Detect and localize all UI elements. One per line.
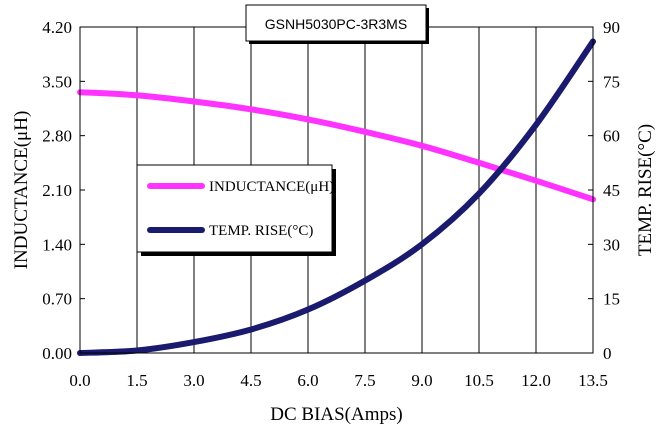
title-box-frame (245, 4, 427, 42)
x-tick-label: 7.5 (354, 371, 375, 390)
chart-title-box: GSNH5030PC-3R3MS (245, 4, 429, 44)
legend-frame (136, 164, 333, 253)
y2-tick-label: 90 (603, 18, 620, 37)
y2-tick-label: 30 (603, 235, 620, 254)
x-tick-label: 9.0 (411, 371, 432, 390)
y2-axis-title: TEMP. RISE(°C) (635, 124, 656, 256)
series-line-temp-rise (77, 38, 596, 356)
y2-tick-label: 45 (603, 181, 620, 200)
x-tick-label: 0.0 (69, 371, 90, 390)
y-tick-label: 2.10 (42, 181, 72, 200)
y-tick-label: 0.00 (42, 344, 72, 363)
legend: INDUCTANCE(μH) TEMP. RISE(°C) (136, 164, 336, 256)
x-tick-label: 12.0 (521, 371, 551, 390)
x-tick-label: 13.5 (578, 371, 608, 390)
x-tick-label: 6.0 (297, 371, 318, 390)
y2-tick-label: 75 (603, 72, 620, 91)
y-tick-label: 2.80 (42, 127, 72, 146)
legend-label-inductance: INDUCTANCE(μH) (209, 179, 334, 195)
x-tick-label: 1.5 (126, 371, 147, 390)
series-layer (77, 38, 596, 356)
y-tick-label: 1.40 (42, 235, 72, 254)
y-axis-title: INDUCTANCE(μH) (11, 111, 32, 270)
y2-tick-label: 60 (603, 127, 620, 146)
series-line-inductance (77, 89, 596, 203)
y-tick-label: 3.50 (42, 72, 72, 91)
legend-label-temp-rise: TEMP. RISE(°C) (209, 223, 313, 239)
y-tick-label: 0.70 (42, 290, 72, 309)
x-tick-label: 10.5 (464, 371, 494, 390)
x-tick-label: 4.5 (240, 371, 261, 390)
x-axis-title: DC BIAS(Amps) (270, 404, 402, 425)
x-tick-label: 3.0 (183, 371, 204, 390)
tick-labels: 0.0 1.5 3.0 4.5 6.0 7.5 9.0 10.5 12.0 13.5 0.00 0.7… (42, 18, 620, 390)
chart-title: GSNH5030PC-3R3MS (265, 16, 407, 32)
y2-tick-label: 0 (603, 344, 612, 363)
y-tick-label: 4.20 (42, 18, 72, 37)
y2-tick-label: 15 (603, 290, 620, 309)
